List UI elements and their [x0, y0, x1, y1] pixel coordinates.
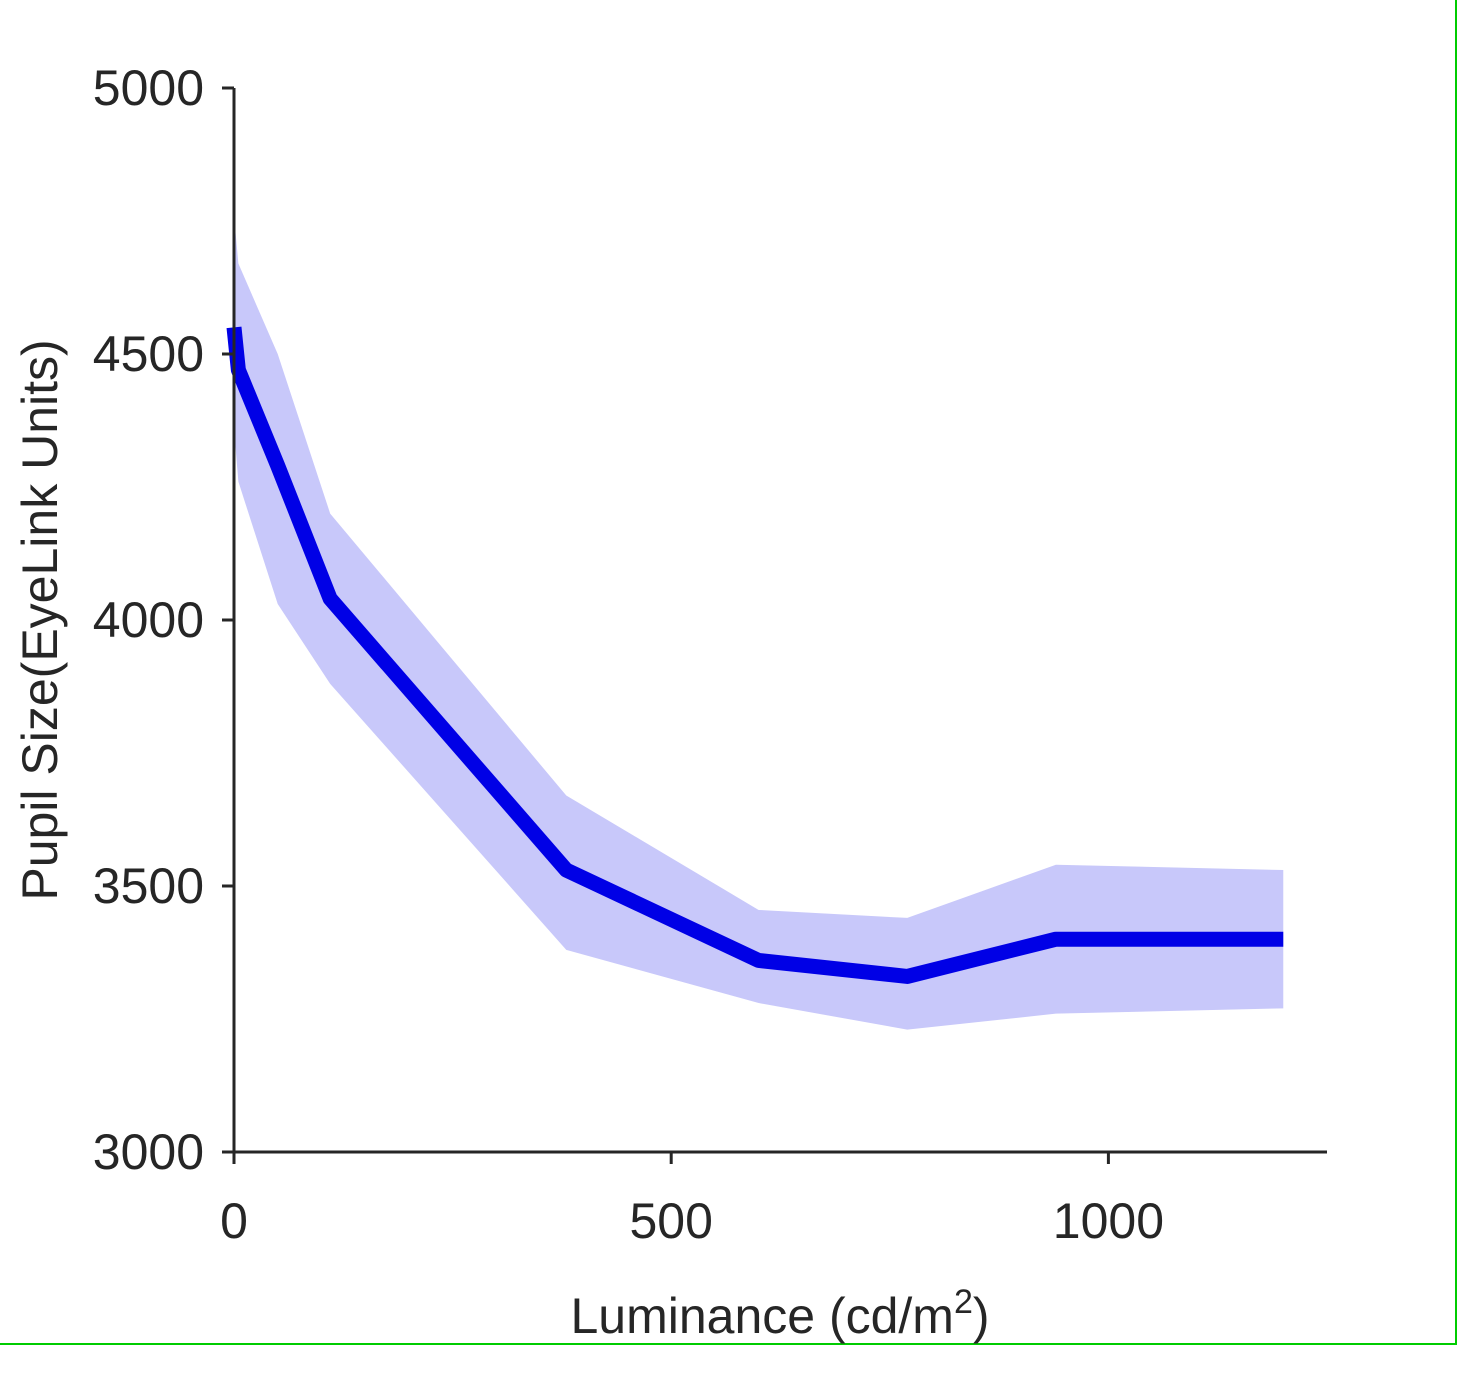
- y-tick-label-0: 3000: [93, 1124, 204, 1180]
- series-line-0: [226, 326, 1284, 984]
- y-axis-label: Pupil Size(EyeLink Units): [12, 339, 68, 900]
- x-tick-label-0: 0: [220, 1193, 248, 1249]
- y-tick-label-4: 5000: [93, 60, 204, 116]
- x-axis-label: Luminance (cd/m2): [570, 1283, 989, 1344]
- y-tick-label-1: 3500: [93, 858, 204, 914]
- x-axis-label-superscript: 2: [954, 1283, 973, 1321]
- confidence-band-layer: [234, 215, 1284, 1030]
- confidence-band-0: [234, 215, 1284, 1030]
- ticks-layer: 3000 3500 4000 4500 5000 0 500 1000: [93, 60, 1164, 1249]
- x-tick-label-2: 1000: [1053, 1193, 1164, 1249]
- y-tick-label-2: 4000: [93, 592, 204, 648]
- y-tick-label-3: 4500: [93, 326, 204, 382]
- x-axis-label-main: Luminance (cd/m: [570, 1288, 954, 1344]
- series-line-layer: [226, 326, 1284, 984]
- x-axis-label-suffix: ): [973, 1288, 990, 1344]
- figure-frame: [0, 0, 1457, 1345]
- x-tick-label-1: 500: [629, 1193, 712, 1249]
